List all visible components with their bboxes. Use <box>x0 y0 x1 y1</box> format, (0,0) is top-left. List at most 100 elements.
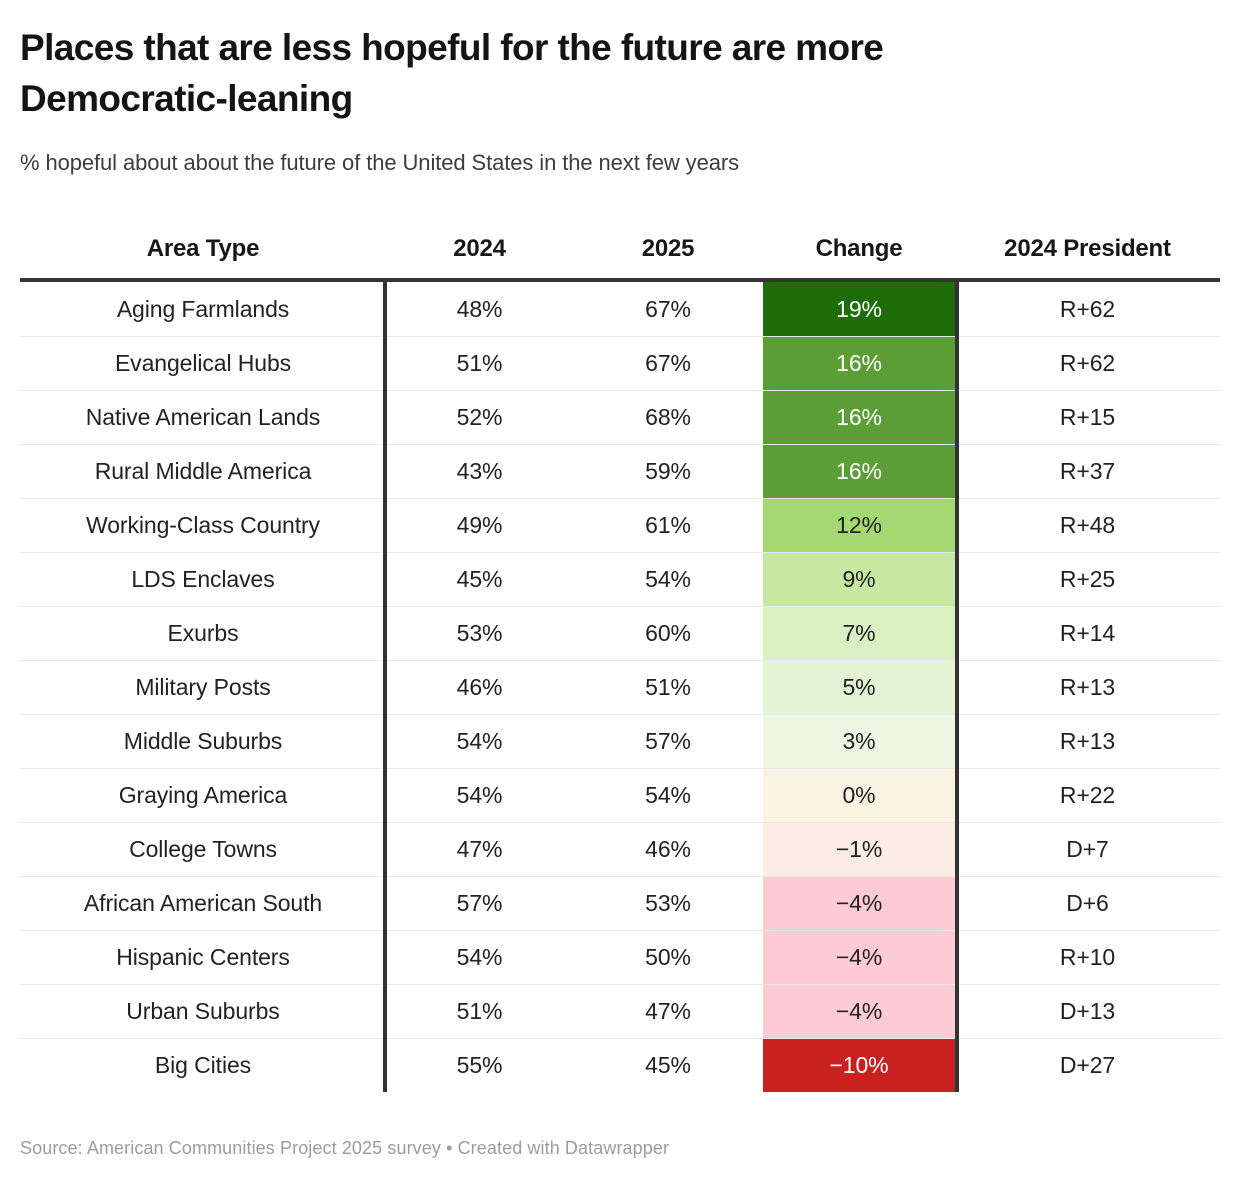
cell-2025: 53% <box>645 890 691 917</box>
cell-change: 9% <box>763 553 955 607</box>
cell-2025: 59% <box>645 458 691 485</box>
column-header-2024-president: 2024 President <box>1004 235 1171 263</box>
cell-2024: 57% <box>456 890 503 917</box>
cell-area: Hispanic Centers <box>116 944 290 971</box>
column-header-change: Change <box>815 235 903 263</box>
chart-subtitle: % hopeful about about the future of the … <box>20 150 739 176</box>
cell-change: −10% <box>763 1039 955 1093</box>
cell-area: Native American Lands <box>85 404 321 431</box>
table-row: Hispanic Centers 54% 50% −4% R+10 <box>20 930 1220 985</box>
cell-2024: 53% <box>456 620 503 647</box>
cell-change: −4% <box>763 931 955 985</box>
cell-2024: 46% <box>456 674 503 701</box>
table-row: Middle Suburbs 54% 57% 3% R+13 <box>20 714 1220 769</box>
cell-area: LDS Enclaves <box>131 566 275 593</box>
cell-president: R+37 <box>1059 458 1116 485</box>
cell-president: D+6 <box>1066 890 1109 917</box>
cell-area: Rural Middle America <box>94 458 312 485</box>
cell-2025: 46% <box>645 836 691 863</box>
cell-2025: 60% <box>645 620 691 647</box>
table-row: Evangelical Hubs 51% 67% 16% R+62 <box>20 336 1220 391</box>
cell-change: −4% <box>763 985 955 1039</box>
cell-area: Aging Farmlands <box>116 295 290 322</box>
cell-president: R+13 <box>1059 728 1116 755</box>
table-row: Working-Class Country 49% 61% 12% R+48 <box>20 498 1220 553</box>
table-row: Big Cities 55% 45% −10% D+27 <box>20 1038 1220 1093</box>
cell-president: D+27 <box>1059 1052 1116 1079</box>
cell-2024: 54% <box>456 782 503 809</box>
cell-2025: 57% <box>645 728 691 755</box>
cell-change: 5% <box>763 661 955 715</box>
cell-change: 16% <box>763 445 955 499</box>
cell-2025: 47% <box>645 998 691 1025</box>
cell-president: R+13 <box>1059 674 1116 701</box>
cell-president: R+62 <box>1059 350 1116 377</box>
cell-2025: 50% <box>645 944 691 971</box>
cell-2024: 51% <box>456 350 503 377</box>
cell-area: Big Cities <box>154 1052 252 1079</box>
cell-2024: 48% <box>456 295 503 322</box>
table-row: Rural Middle America 43% 59% 16% R+37 <box>20 444 1220 499</box>
cell-2025: 51% <box>645 674 691 701</box>
cell-2025: 45% <box>645 1052 691 1079</box>
source-attribution: Source: American Communities Project 202… <box>20 1138 670 1159</box>
cell-area: Exurbs <box>167 620 239 647</box>
cell-president: R+62 <box>1059 295 1116 322</box>
cell-change: −1% <box>763 823 955 877</box>
cell-2024: 47% <box>456 836 503 863</box>
cell-change: 0% <box>763 769 955 823</box>
cell-president: D+13 <box>1059 998 1116 1025</box>
cell-change: 16% <box>763 337 955 391</box>
cell-president: R+15 <box>1059 404 1116 431</box>
table-row: LDS Enclaves 45% 54% 9% R+25 <box>20 552 1220 607</box>
cell-area: Military Posts <box>135 674 271 701</box>
cell-2024: 51% <box>456 998 503 1025</box>
cell-area: Graying America <box>118 782 288 809</box>
table-row: Military Posts 46% 51% 5% R+13 <box>20 660 1220 715</box>
cell-2025: 54% <box>645 566 691 593</box>
cell-change: 7% <box>763 607 955 661</box>
cell-president: R+25 <box>1059 566 1116 593</box>
cell-change: 16% <box>763 391 955 445</box>
table-row: Aging Farmlands 48% 67% 19% R+62 <box>20 282 1220 337</box>
cell-2025: 54% <box>645 782 691 809</box>
table-row: Exurbs 53% 60% 7% R+14 <box>20 606 1220 661</box>
column-header-2025: 2025 <box>641 235 695 263</box>
table-body: Aging Farmlands 48% 67% 19% R+62 Evangel… <box>20 282 1220 1093</box>
cell-2024: 43% <box>456 458 503 485</box>
column-header-area-type: Area Type <box>146 235 260 263</box>
cell-2024: 55% <box>456 1052 503 1079</box>
table-row: Urban Suburbs 51% 47% −4% D+13 <box>20 984 1220 1039</box>
cell-area: Working-Class Country <box>86 512 320 539</box>
cell-president: R+10 <box>1059 944 1116 971</box>
table-header-row: Area Type 2024 2025 Change 2024 Presiden… <box>20 220 1220 283</box>
table-row: Graying America 54% 54% 0% R+22 <box>20 768 1220 823</box>
cell-area: African American South <box>83 890 323 917</box>
cell-change: 3% <box>763 715 955 769</box>
cell-2025: 67% <box>645 295 691 322</box>
table-row: College Towns 47% 46% −1% D+7 <box>20 822 1220 877</box>
cell-change: −4% <box>763 877 955 931</box>
cell-area: Middle Suburbs <box>123 728 283 755</box>
table-row: Native American Lands 52% 68% 16% R+15 <box>20 390 1220 445</box>
column-header-2024: 2024 <box>453 235 506 263</box>
cell-2024: 45% <box>456 566 503 593</box>
cell-president: R+48 <box>1059 512 1116 539</box>
cell-2024: 54% <box>456 728 503 755</box>
cell-2025: 67% <box>645 350 691 377</box>
cell-change: 19% <box>763 282 955 337</box>
cell-area: Evangelical Hubs <box>114 350 292 377</box>
vertical-rule-after-area-type <box>383 282 387 1093</box>
cell-change: 12% <box>763 499 955 553</box>
table-row: African American South 57% 53% −4% D+6 <box>20 876 1220 931</box>
cell-2024: 52% <box>456 404 503 431</box>
data-table: Area Type 2024 2025 Change 2024 Presiden… <box>20 220 1220 1093</box>
vertical-rule-after-change <box>955 282 959 1093</box>
chart-title: Places that are less hopeful for the fut… <box>20 27 884 120</box>
cell-2025: 68% <box>645 404 691 431</box>
cell-area: Urban Suburbs <box>126 998 280 1025</box>
cell-2024: 54% <box>456 944 503 971</box>
cell-area: College Towns <box>129 836 277 863</box>
cell-president: D+7 <box>1066 836 1109 863</box>
